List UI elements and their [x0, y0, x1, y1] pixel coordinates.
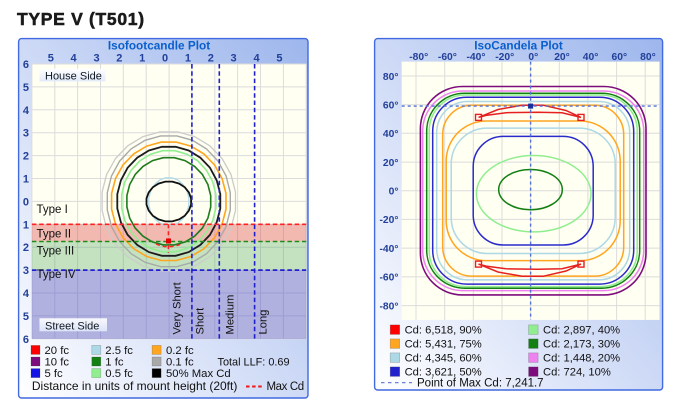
svg-text:0: 0 [162, 53, 168, 65]
svg-text:0: 0 [23, 196, 29, 208]
svg-text:Cd: 3,621, 50%: Cd: 3,621, 50% [405, 367, 482, 379]
svg-text:-20°: -20° [380, 215, 399, 226]
svg-text:10 fc: 10 fc [45, 357, 70, 369]
svg-text:-80°: -80° [380, 301, 399, 312]
svg-text:-20°: -20° [495, 52, 514, 63]
svg-text:6: 6 [23, 59, 29, 71]
svg-text:50% Max Cd: 50% Max Cd [166, 368, 231, 380]
svg-text:2.5 fc: 2.5 fc [105, 345, 133, 357]
svg-text:0.2 fc: 0.2 fc [166, 345, 194, 357]
svg-text:Cd: 5,431, 75%: Cd: 5,431, 75% [405, 339, 482, 351]
svg-text:Medium: Medium [225, 295, 237, 335]
svg-text:5: 5 [23, 311, 29, 323]
svg-text:1: 1 [23, 219, 29, 231]
svg-text:2: 2 [208, 53, 214, 65]
svg-text:40°: 40° [383, 129, 399, 140]
svg-text:Type II: Type II [37, 229, 72, 241]
svg-text:Isofootcandle Plot: Isofootcandle Plot [108, 39, 210, 53]
svg-text:80°: 80° [640, 52, 656, 63]
svg-text:IsoCandela Plot: IsoCandela Plot [474, 39, 563, 53]
svg-text:0.1 fc: 0.1 fc [166, 357, 194, 369]
svg-text:3: 3 [23, 265, 29, 277]
svg-text:Point of Max Cd: 7,241.7: Point of Max Cd: 7,241.7 [417, 378, 544, 390]
svg-text:Type III: Type III [37, 246, 75, 258]
svg-text:0.5 fc: 0.5 fc [105, 368, 133, 380]
svg-text:Short: Short [195, 307, 207, 335]
svg-text:2: 2 [116, 53, 122, 65]
svg-text:20 fc: 20 fc [45, 345, 70, 357]
svg-text:4: 4 [253, 53, 260, 65]
svg-text:1: 1 [139, 53, 145, 65]
svg-text:0°: 0° [528, 52, 538, 63]
svg-text:Distance in units of mount hei: Distance in units of mount height (20ft) [32, 379, 237, 393]
svg-text:Very Short: Very Short [172, 281, 184, 334]
svg-text:60°: 60° [383, 101, 399, 112]
svg-text:Long: Long [258, 310, 270, 335]
svg-text:5: 5 [276, 53, 282, 65]
svg-text:Total LLF: 0.69: Total LLF: 0.69 [218, 357, 290, 369]
svg-text:2: 2 [23, 242, 29, 254]
svg-text:4: 4 [23, 105, 30, 117]
svg-text:Street Side: Street Side [45, 321, 99, 333]
svg-text:Cd: 724, 10%: Cd: 724, 10% [543, 367, 611, 379]
svg-text:Max Cd: Max Cd [267, 381, 304, 393]
svg-text:-80°: -80° [409, 52, 428, 63]
svg-text:-40°: -40° [380, 244, 399, 255]
svg-text:1 fc: 1 fc [105, 357, 124, 369]
svg-text:2: 2 [23, 151, 29, 163]
svg-text:Cd: 4,345, 60%: Cd: 4,345, 60% [405, 353, 482, 365]
svg-text:-60°: -60° [438, 52, 457, 63]
svg-text:4: 4 [71, 53, 78, 65]
svg-text:3: 3 [93, 53, 99, 65]
svg-text:TYPE V (T501): TYPE V (T501) [17, 9, 145, 29]
svg-text:1: 1 [185, 53, 191, 65]
svg-text:Cd: 2,173, 30%: Cd: 2,173, 30% [543, 339, 620, 351]
svg-text:-60°: -60° [380, 273, 399, 284]
svg-text:Cd: 2,897, 40%: Cd: 2,897, 40% [543, 325, 620, 337]
svg-text:20°: 20° [554, 52, 570, 63]
svg-text:Cd: 1,448, 20%: Cd: 1,448, 20% [543, 353, 620, 365]
svg-text:3: 3 [23, 128, 29, 140]
svg-text:40°: 40° [583, 52, 599, 63]
svg-text:5 fc: 5 fc [45, 368, 64, 380]
svg-text:5: 5 [23, 82, 29, 94]
svg-text:Type I: Type I [37, 204, 68, 216]
svg-text:5: 5 [48, 53, 54, 65]
svg-text:60°: 60° [612, 52, 628, 63]
svg-text:Cd: 6,518, 90%: Cd: 6,518, 90% [405, 325, 482, 337]
svg-text:1: 1 [23, 174, 29, 186]
svg-text:-40°: -40° [467, 52, 486, 63]
svg-text:3: 3 [231, 53, 237, 65]
svg-text:80°: 80° [383, 72, 399, 83]
svg-text:House Side: House Side [45, 71, 102, 83]
svg-text:0°: 0° [389, 187, 399, 198]
svg-text:20°: 20° [383, 158, 399, 169]
svg-text:4: 4 [23, 288, 30, 300]
svg-text:6: 6 [23, 334, 29, 346]
svg-text:Type IV: Type IV [37, 269, 76, 281]
